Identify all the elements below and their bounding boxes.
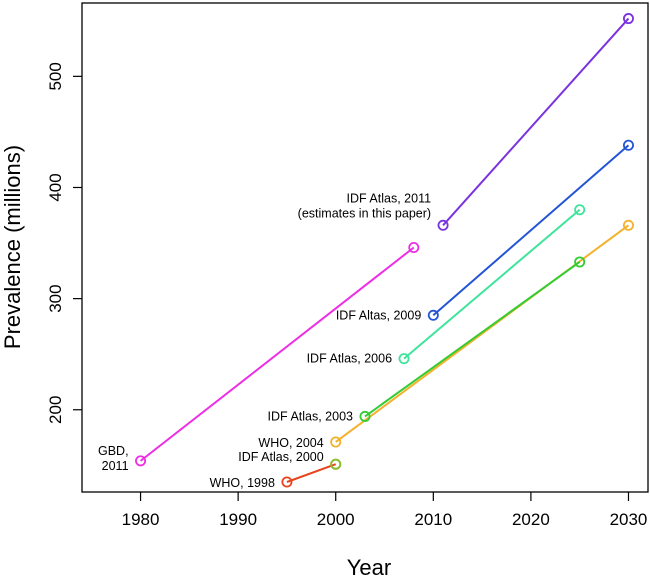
data-point-marker	[622, 139, 634, 151]
ticks-layer: 1980 1990 2000 2010 2020 2030 200 300 400 500	[46, 62, 647, 529]
series-label: IDF Atlas, 2011	[347, 191, 432, 205]
data-point-marker	[622, 219, 634, 231]
series-layer	[135, 13, 634, 488]
series-idf-atlas-2003	[359, 256, 586, 422]
data-point-marker	[408, 241, 420, 253]
series-label: GBD,	[98, 444, 129, 458]
series-line	[335, 224, 630, 443]
data-point-marker	[330, 458, 342, 470]
series-line	[139, 246, 415, 462]
y-tick-label: 400	[46, 173, 65, 201]
series-line	[403, 208, 581, 360]
y-tick-label: 200	[46, 396, 65, 424]
data-point-marker	[427, 309, 439, 321]
x-tick-label: 1980	[122, 510, 160, 529]
series-gbd-2011	[135, 241, 420, 467]
plot-frame	[81, 2, 649, 493]
x-tick-label: 2000	[317, 510, 355, 529]
series-label: 2011	[102, 459, 129, 473]
series-idf-atlas-2000	[330, 458, 342, 470]
y-tick-label: 500	[46, 62, 65, 90]
y-axis-title: Prevalence (millions)	[0, 145, 25, 349]
series-idf-atlas-2011-estimates-in-this-paper	[437, 13, 634, 231]
series-line	[442, 17, 630, 226]
series-label: WHO, 2004	[258, 436, 323, 450]
data-point-marker	[574, 204, 586, 216]
series-idf-atlas-2006	[398, 204, 586, 365]
series-line	[286, 463, 337, 483]
data-point-marker	[359, 410, 371, 422]
data-point-marker	[330, 436, 342, 448]
data-point-marker	[574, 256, 586, 268]
data-point-marker	[622, 13, 634, 25]
series-label: IDF Atlas, 2003	[268, 409, 354, 423]
series-line	[364, 261, 581, 418]
series-label: IDF Atlas, 2000	[238, 450, 324, 464]
data-point-marker	[135, 455, 147, 467]
series-idf-altas-2009	[427, 139, 634, 321]
x-tick-label: 2030	[610, 510, 648, 529]
series-line	[432, 144, 630, 317]
x-tick-label: 2020	[512, 510, 550, 529]
x-tick-label: 1990	[219, 510, 257, 529]
y-tick-label: 300	[46, 284, 65, 312]
series-label: (estimates in this paper)	[298, 206, 431, 220]
data-point-marker	[437, 219, 449, 231]
x-axis-title: Year	[347, 555, 391, 580]
series-label: IDF Altas, 2009	[336, 308, 422, 322]
data-point-marker	[398, 353, 410, 365]
series-label: IDF Atlas, 2006	[307, 352, 393, 366]
series-who-2004	[330, 219, 634, 448]
series-label: WHO, 1998	[210, 476, 275, 490]
data-point-marker	[281, 476, 293, 488]
x-tick-label: 2010	[414, 510, 452, 529]
